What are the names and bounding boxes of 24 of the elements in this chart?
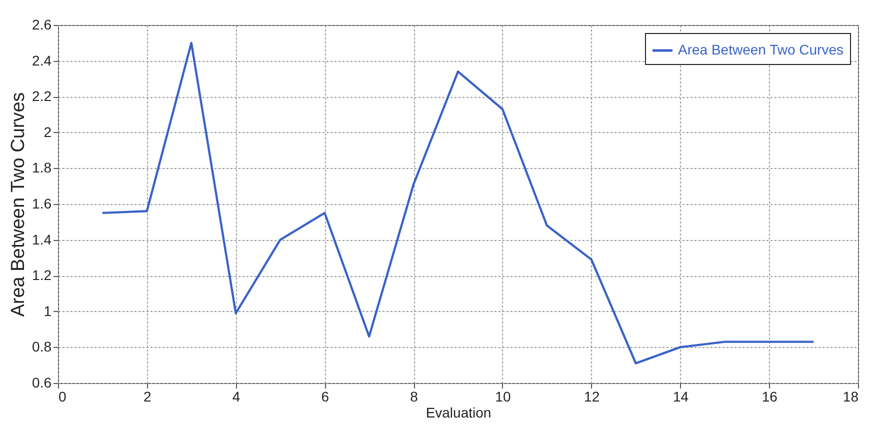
x-tick-label: 14 — [672, 388, 689, 404]
y-tick-label: 2.2 — [32, 88, 52, 104]
x-tick-label: 16 — [762, 388, 778, 404]
y-tick-label: 1.2 — [32, 267, 52, 284]
y-tick-label: 1 — [44, 302, 52, 319]
y-tick-label: 2.6 — [32, 16, 52, 32]
x-tick-label: 8 — [410, 388, 418, 404]
x-tick-label: 6 — [321, 388, 330, 404]
x-tick-label: 10 — [495, 388, 511, 404]
y-tick-label: 2.4 — [32, 52, 52, 68]
y-axis-title: Area Between Two Curves — [8, 92, 30, 317]
x-tick-label: 12 — [584, 388, 600, 404]
x-tick-label: 0 — [58, 388, 66, 404]
legend-label: Area Between Two Curves — [678, 42, 844, 58]
y-tick-label: 0.8 — [32, 338, 52, 355]
y-tick-label: 1.8 — [32, 160, 52, 176]
x-tick-label: 2 — [143, 388, 152, 404]
x-tick-label: 18 — [842, 388, 859, 404]
y-tick-label: 2 — [44, 124, 52, 140]
y-tick-label: 1.4 — [32, 231, 52, 248]
y-tick-label: 0.6 — [32, 374, 52, 390]
x-axis-title: Evaluation — [426, 404, 492, 420]
x-tick-label: 4 — [232, 388, 240, 404]
y-tick-label: 1.6 — [32, 196, 52, 212]
